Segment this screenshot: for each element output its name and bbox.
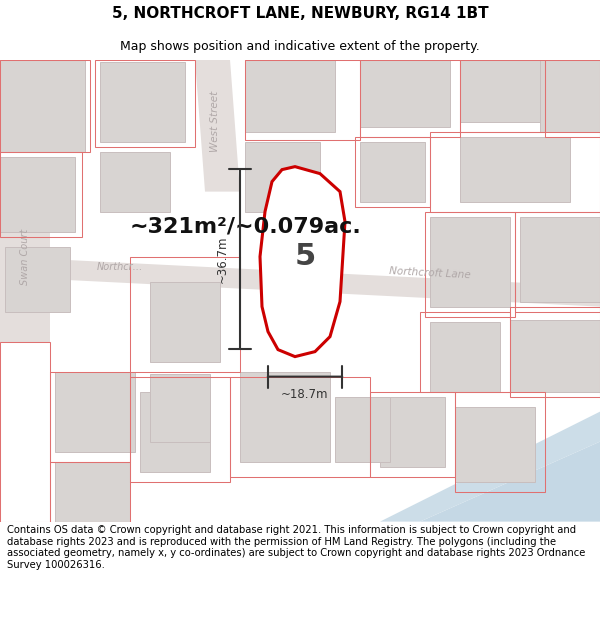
Bar (335, 397, 390, 462)
Bar (140, 392, 210, 472)
Text: 5: 5 (295, 242, 316, 271)
Bar (360, 59, 450, 127)
Bar (150, 282, 220, 362)
Text: ~321m²/~0.079ac.: ~321m²/~0.079ac. (129, 217, 361, 237)
Bar (430, 322, 500, 392)
Bar (510, 319, 600, 392)
Bar (380, 397, 445, 467)
Text: Swan Court: Swan Court (20, 229, 30, 285)
Polygon shape (0, 257, 600, 307)
Text: 5, NORTHCROFT LANE, NEWBURY, RG14 1BT: 5, NORTHCROFT LANE, NEWBURY, RG14 1BT (112, 6, 488, 21)
Bar (540, 59, 600, 132)
Bar (5, 247, 70, 312)
Text: ~36.7m: ~36.7m (215, 236, 229, 283)
Bar (150, 374, 210, 442)
Polygon shape (0, 172, 50, 342)
Text: Northcr…: Northcr… (97, 262, 143, 272)
Bar (0, 157, 75, 232)
Bar (55, 372, 135, 452)
Bar (360, 142, 425, 202)
Polygon shape (380, 412, 600, 522)
Bar (520, 217, 600, 302)
Bar (455, 407, 535, 482)
Text: ~18.7m: ~18.7m (281, 388, 329, 401)
Bar (240, 372, 330, 462)
Bar (55, 462, 130, 522)
Text: Contains OS data © Crown copyright and database right 2021. This information is : Contains OS data © Crown copyright and d… (7, 525, 586, 570)
Text: West Street: West Street (210, 91, 220, 152)
Polygon shape (260, 167, 345, 357)
Text: Northcroft Lane: Northcroft Lane (389, 266, 471, 281)
Polygon shape (195, 59, 240, 192)
Bar (0, 59, 85, 152)
Bar (430, 217, 510, 307)
Bar (460, 137, 570, 202)
Bar (100, 62, 185, 142)
Bar (100, 152, 170, 212)
Bar (245, 59, 335, 132)
Polygon shape (420, 442, 600, 522)
Bar (460, 59, 540, 122)
Text: Map shows position and indicative extent of the property.: Map shows position and indicative extent… (120, 40, 480, 52)
Bar (245, 142, 320, 212)
